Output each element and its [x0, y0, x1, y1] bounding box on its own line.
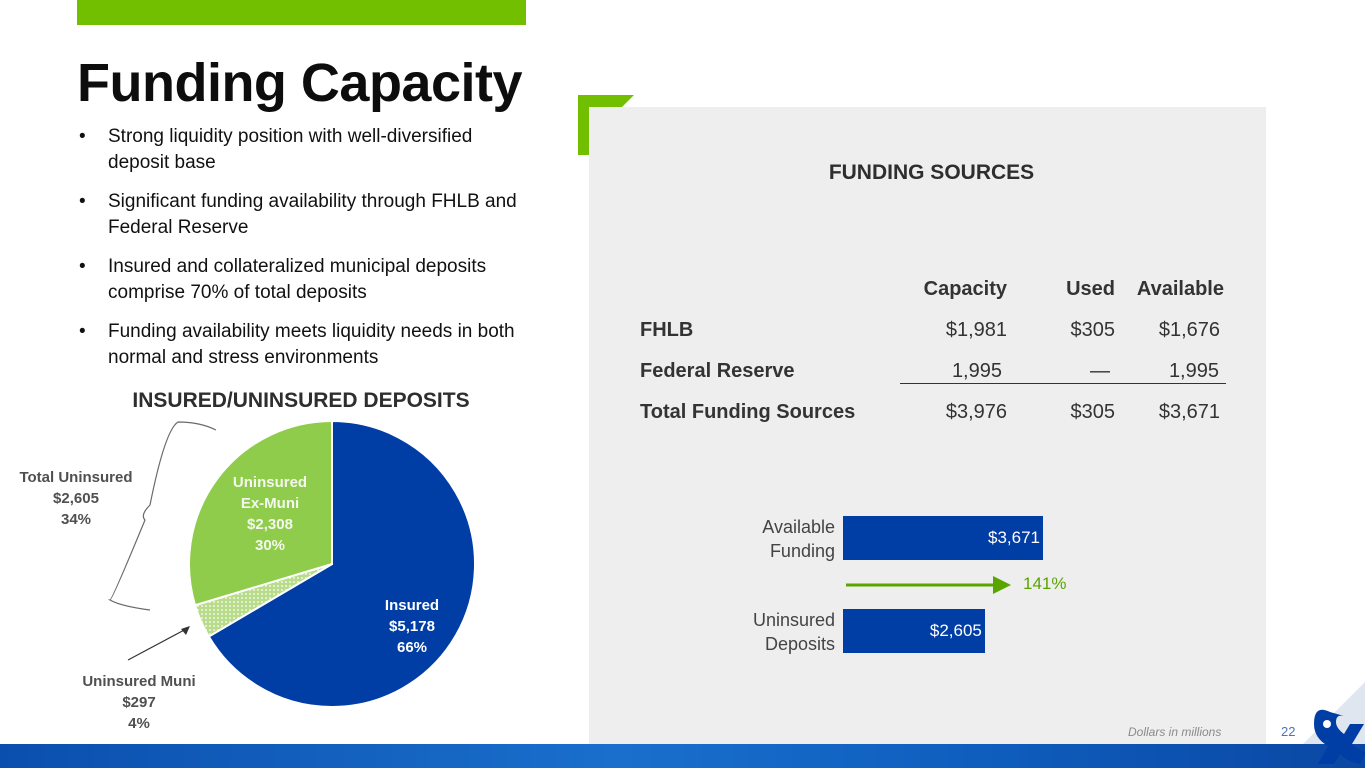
cell-fhlb-available: $1,676 [1158, 319, 1220, 341]
coverage-arrow [846, 576, 1011, 594]
bar-value-available: $3,671 [988, 528, 1040, 547]
cell-fed-capacity: 1,995 [951, 360, 1002, 382]
row-label-federal-reserve: Federal Reserve [640, 360, 795, 382]
label-line: 30% [254, 537, 286, 554]
label-line: $5,178 [389, 618, 435, 635]
bar-uninsured-deposits [843, 609, 985, 653]
table-divider [900, 383, 1226, 384]
label-uninsured-ex-muni: Uninsured Ex-Muni $2,308 30% [215, 472, 325, 556]
cell-fed-available: 1,995 [1168, 360, 1219, 382]
bullet-item: Insured and collateralized municipal dep… [77, 254, 537, 306]
category-line: Funding [769, 541, 835, 561]
top-accent-bar [77, 0, 526, 25]
bullet-item: Significant funding availability through… [77, 189, 537, 241]
total-uninsured-brace [107, 421, 217, 611]
category-line: Available [762, 517, 835, 537]
bar-value-uninsured: $2,605 [929, 621, 982, 640]
coverage-percent: 141% [1023, 574, 1067, 593]
label-line: Insured [384, 597, 440, 614]
funding-sources-title: FUNDING SOURCES [828, 161, 1035, 184]
row-label-total: Total Funding Sources [640, 401, 856, 423]
footnote: Dollars in millions [1128, 725, 1222, 739]
cell-fed-used: — [1090, 360, 1110, 382]
label-line: 34% [60, 511, 92, 528]
label-line: Total Uninsured [19, 469, 133, 486]
funding-sources-panel: FUNDING SOURCES Capacity Used Available … [589, 107, 1266, 747]
cell-total-used: $305 [1070, 401, 1116, 423]
bar-category-uninsured: Uninsured Deposits [675, 608, 835, 656]
category-line: Uninsured [752, 610, 835, 630]
row-label-fhlb: FHLB [640, 319, 694, 341]
pie-chart-title: INSURED/UNINSURED DEPOSITS [132, 389, 470, 412]
cell-total-available: $3,671 [1158, 401, 1220, 423]
column-header-capacity: Capacity [923, 278, 1007, 300]
label-line: Uninsured Muni [82, 673, 196, 690]
pie-chart [107, 419, 476, 708]
label-line: Uninsured [232, 474, 308, 491]
pie-slice-insured [207, 419, 476, 708]
label-line: $2,605 [53, 490, 99, 507]
bullet-list: Strong liquidity position with well-dive… [77, 124, 537, 384]
label-insured: Insured $5,178 66% [362, 595, 462, 658]
cell-total-capacity: $3,976 [945, 401, 1007, 423]
label-line: $2,308 [247, 516, 293, 533]
bar-category-available: Available Funding [675, 515, 835, 563]
cell-fhlb-capacity: $1,981 [945, 319, 1007, 341]
bullet-item: Strong liquidity position with well-dive… [77, 124, 537, 176]
category-line: Deposits [764, 634, 835, 654]
leader-arrowhead [181, 626, 190, 635]
uninsured-muni-leader [127, 627, 189, 661]
pie-slice-uninsured-ex-muni [188, 419, 333, 607]
label-line: 4% [128, 715, 150, 732]
label-line: $297 [122, 694, 156, 711]
label-uninsured-muni: Uninsured Muni $297 4% [66, 671, 212, 734]
label-line: 66% [396, 639, 428, 656]
footer-band [0, 744, 1365, 768]
bar-available-funding [843, 516, 1043, 560]
column-header-used: Used [1066, 278, 1115, 300]
page-number: 22 [1281, 724, 1296, 739]
column-header-available: Available [1136, 278, 1224, 300]
page-title: Funding Capacity [77, 53, 523, 113]
bullet-item: Funding availability meets liquidity nee… [77, 319, 537, 371]
label-total-uninsured: Total Uninsured $2,605 34% [5, 467, 147, 530]
cell-fhlb-used: $305 [1070, 319, 1116, 341]
label-line: Ex-Muni [240, 495, 300, 512]
